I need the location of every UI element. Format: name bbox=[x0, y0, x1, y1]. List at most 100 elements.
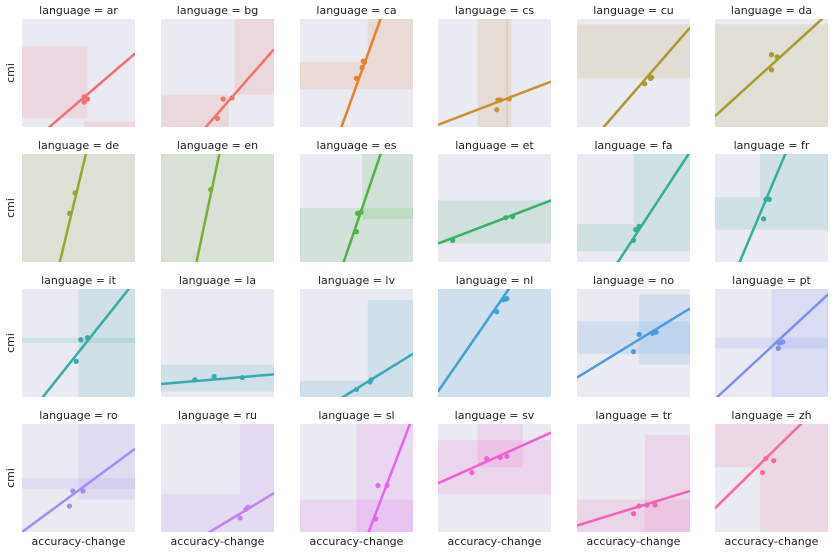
panel-title: language = es bbox=[317, 139, 397, 152]
confidence-band bbox=[161, 494, 274, 532]
regression-line bbox=[367, 424, 412, 532]
regression-line bbox=[47, 52, 135, 127]
panel-title: language = en bbox=[177, 139, 258, 152]
confidence-band bbox=[477, 19, 509, 127]
panel-title: language = no bbox=[593, 274, 674, 287]
panel-bg bbox=[161, 19, 274, 127]
data-point bbox=[766, 196, 772, 202]
data-point bbox=[245, 504, 251, 510]
panel-background bbox=[715, 289, 828, 397]
confidence-band bbox=[577, 24, 690, 79]
panel-cu bbox=[577, 19, 690, 127]
regression-line bbox=[715, 293, 828, 397]
data-point bbox=[768, 52, 775, 58]
data-point bbox=[353, 386, 360, 393]
data-point bbox=[503, 215, 509, 221]
data-point bbox=[384, 482, 390, 489]
data-point bbox=[494, 107, 500, 113]
confidence-band bbox=[240, 424, 274, 495]
panel-title: language = ru bbox=[178, 409, 257, 422]
data-point bbox=[367, 379, 373, 385]
data-point bbox=[358, 209, 364, 215]
confidence-band bbox=[300, 208, 413, 262]
panel-title: language = bg bbox=[177, 4, 258, 17]
confidence-band bbox=[438, 289, 551, 397]
data-point bbox=[497, 454, 503, 461]
panel-title: language = de bbox=[38, 139, 119, 152]
panel-title: language = la bbox=[179, 274, 256, 287]
data-point bbox=[636, 223, 642, 229]
data-point bbox=[506, 96, 512, 102]
panel-title: language = lv bbox=[318, 274, 395, 287]
x-axis-label: accuracy-change bbox=[448, 535, 542, 548]
panel-zh bbox=[715, 424, 828, 532]
confidence-band bbox=[22, 46, 88, 119]
panel-title: language = nl bbox=[456, 274, 533, 287]
panel-et bbox=[438, 154, 551, 262]
data-point bbox=[81, 99, 87, 105]
y-axis-label: cmi bbox=[4, 333, 17, 353]
panel-background bbox=[300, 154, 413, 262]
panel-en bbox=[161, 154, 274, 262]
regression-line bbox=[715, 424, 803, 510]
regression-line bbox=[195, 154, 221, 262]
panel-background bbox=[22, 154, 135, 262]
regression-line bbox=[161, 373, 274, 386]
panel-background bbox=[438, 289, 551, 397]
panel-background bbox=[300, 289, 413, 397]
x-axis-label: accuracy-change bbox=[725, 535, 819, 548]
panel-de bbox=[22, 154, 135, 262]
regression-line bbox=[207, 492, 274, 532]
panel-background bbox=[22, 19, 135, 127]
panel-fr bbox=[715, 154, 828, 262]
data-point bbox=[84, 335, 91, 341]
y-axis-label: cmi bbox=[4, 63, 17, 83]
data-point bbox=[375, 482, 381, 489]
confidence-band bbox=[300, 499, 413, 532]
data-point bbox=[759, 470, 766, 476]
regression-line bbox=[438, 431, 551, 485]
data-point bbox=[644, 502, 650, 508]
confidence-band bbox=[161, 94, 229, 127]
panel-title: language = tr bbox=[595, 409, 672, 422]
panel-background bbox=[161, 19, 274, 127]
data-point bbox=[774, 54, 780, 60]
regression-line bbox=[438, 199, 551, 245]
panel-da bbox=[715, 19, 828, 127]
data-point bbox=[630, 349, 637, 355]
panel-fa bbox=[577, 154, 690, 262]
regression-line bbox=[41, 289, 131, 397]
panel-nl bbox=[438, 289, 551, 397]
data-point bbox=[630, 237, 637, 243]
regression-line bbox=[438, 289, 511, 393]
regression-line bbox=[616, 154, 690, 262]
data-point bbox=[483, 455, 490, 462]
data-point bbox=[630, 511, 637, 517]
data-point bbox=[73, 358, 79, 364]
confidence-band bbox=[22, 478, 135, 489]
confidence-band bbox=[367, 19, 413, 63]
regression-line bbox=[22, 447, 135, 532]
confidence-band bbox=[715, 197, 828, 230]
panel-it bbox=[22, 289, 135, 397]
panel-background bbox=[300, 424, 413, 532]
data-point bbox=[211, 373, 217, 380]
panel-background bbox=[161, 424, 274, 532]
regression-line bbox=[340, 19, 382, 127]
regression-line bbox=[577, 489, 690, 527]
data-point bbox=[208, 187, 214, 193]
panel-cs bbox=[438, 19, 551, 127]
data-point bbox=[66, 210, 73, 216]
data-point bbox=[353, 75, 360, 81]
regression-line bbox=[342, 154, 382, 262]
data-point bbox=[361, 59, 368, 65]
confidence-band bbox=[760, 467, 828, 532]
data-point bbox=[775, 345, 781, 351]
confidence-band bbox=[639, 294, 690, 365]
panel-title: language = ar bbox=[39, 4, 118, 17]
data-point bbox=[780, 339, 786, 345]
panel-background bbox=[22, 424, 135, 532]
data-point bbox=[504, 453, 510, 459]
panel-la bbox=[161, 289, 274, 397]
